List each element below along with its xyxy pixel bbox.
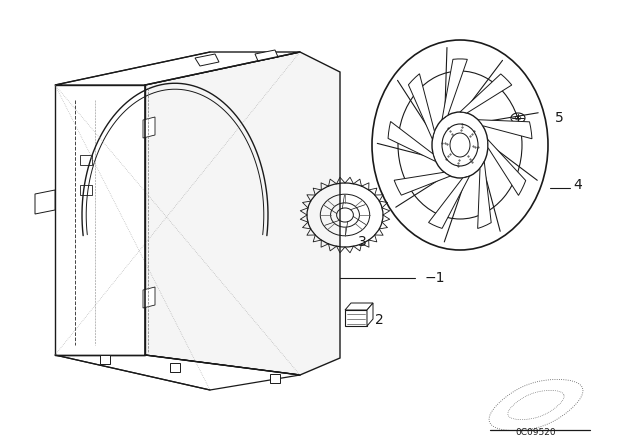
Polygon shape	[35, 190, 55, 214]
Polygon shape	[55, 52, 300, 85]
Polygon shape	[255, 50, 278, 61]
Text: 5: 5	[555, 111, 564, 125]
Text: 3: 3	[358, 235, 367, 249]
Polygon shape	[80, 185, 92, 195]
Polygon shape	[429, 176, 470, 228]
Polygon shape	[55, 85, 145, 355]
Text: 0C09520: 0C09520	[516, 427, 556, 436]
Polygon shape	[55, 355, 300, 390]
Polygon shape	[80, 155, 92, 165]
Polygon shape	[345, 310, 367, 326]
Polygon shape	[170, 363, 180, 372]
Polygon shape	[100, 355, 110, 364]
Polygon shape	[388, 121, 436, 161]
Text: 4: 4	[573, 178, 582, 192]
Polygon shape	[143, 117, 155, 138]
Polygon shape	[478, 120, 532, 139]
Polygon shape	[270, 374, 280, 383]
Polygon shape	[145, 52, 340, 375]
Polygon shape	[367, 303, 373, 326]
Polygon shape	[442, 59, 467, 120]
Polygon shape	[408, 74, 435, 139]
Polygon shape	[477, 161, 492, 228]
Polygon shape	[195, 54, 219, 66]
Polygon shape	[394, 172, 451, 195]
Polygon shape	[488, 139, 525, 195]
Text: 2: 2	[375, 313, 384, 327]
Polygon shape	[460, 74, 512, 113]
Polygon shape	[143, 287, 155, 308]
Text: −1: −1	[425, 271, 445, 285]
Polygon shape	[345, 303, 373, 310]
